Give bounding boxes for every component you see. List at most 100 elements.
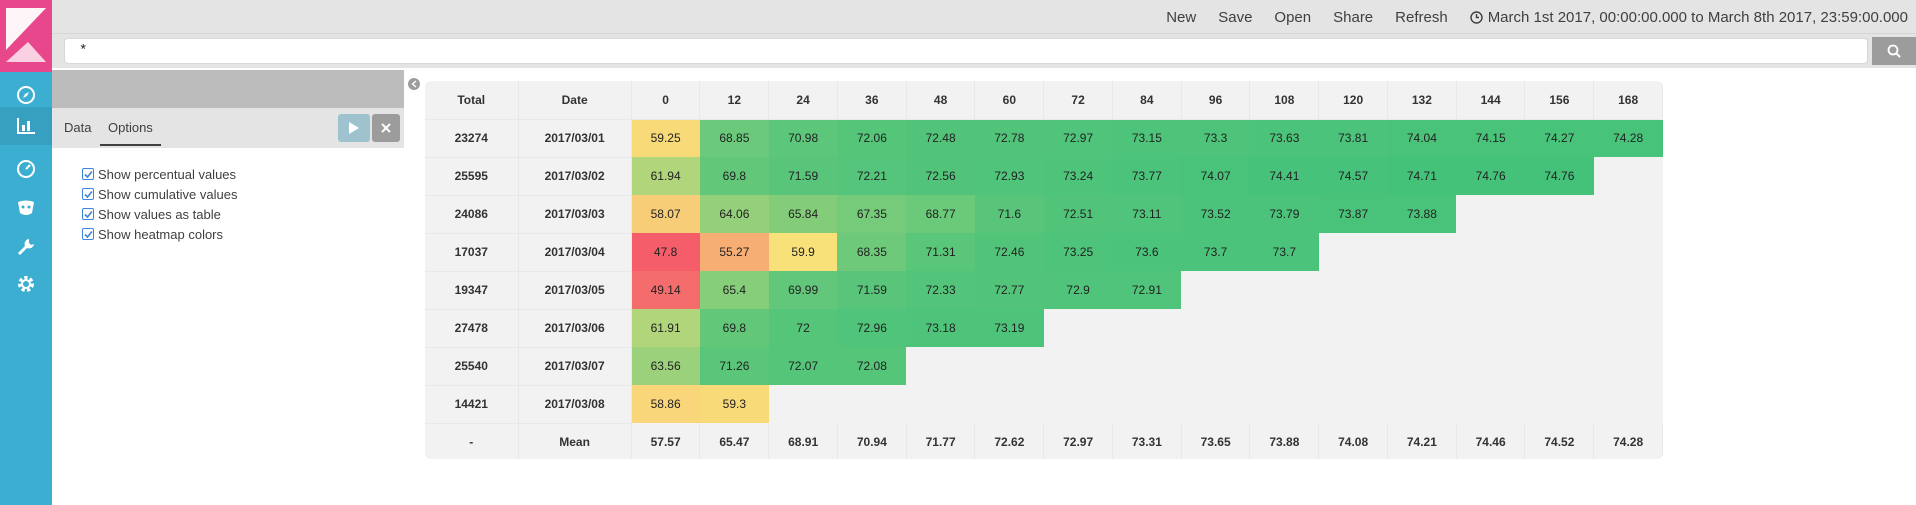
mean-cell: 74.21 bbox=[1387, 423, 1457, 459]
heatmap-cell: 74.28 bbox=[1593, 119, 1663, 157]
refresh-button[interactable]: Refresh bbox=[1395, 8, 1448, 26]
timelion-icon[interactable] bbox=[14, 196, 38, 220]
empty-cell bbox=[1525, 347, 1594, 385]
column-header[interactable]: 108 bbox=[1249, 81, 1320, 120]
heatmap-cell: 72.06 bbox=[837, 119, 907, 157]
checkbox-checked[interactable] bbox=[82, 168, 94, 180]
empty-cell bbox=[1319, 233, 1388, 271]
play-icon bbox=[349, 122, 359, 134]
heatmap-cell: 73.81 bbox=[1318, 119, 1388, 157]
empty-cell bbox=[1181, 347, 1250, 385]
row-total: 24086 bbox=[425, 195, 519, 234]
time-picker[interactable]: March 1st 2017, 00:00:00.000 to March 8t… bbox=[1469, 9, 1908, 26]
table-row: 14421 2017/03/08 58.86 59.3 bbox=[425, 385, 1663, 424]
column-header[interactable]: 144 bbox=[1456, 81, 1526, 120]
heatmap-cell: 73.3 bbox=[1181, 119, 1250, 157]
option-percentual[interactable]: Show percentual values bbox=[82, 164, 237, 184]
empty-cell bbox=[1594, 347, 1663, 385]
column-header[interactable]: 132 bbox=[1387, 81, 1457, 120]
search-input[interactable]: * bbox=[64, 38, 1868, 64]
row-date: 2017/03/01 bbox=[518, 119, 632, 158]
option-label: Show heatmap colors bbox=[98, 226, 224, 242]
save-button[interactable]: Save bbox=[1218, 8, 1253, 26]
heatmap-cell: 72 bbox=[768, 309, 838, 347]
heatmap-cell: 49.14 bbox=[631, 271, 700, 309]
option-cumulative[interactable]: Show cumulative values bbox=[82, 184, 237, 204]
heatmap-cell: 72.9 bbox=[1043, 271, 1113, 309]
column-header[interactable]: 48 bbox=[906, 81, 976, 120]
heatmap-cell: 68.77 bbox=[906, 195, 975, 233]
empty-cell bbox=[1319, 309, 1388, 347]
kibana-logo[interactable] bbox=[0, 0, 52, 72]
checkbox-checked[interactable] bbox=[82, 188, 94, 200]
mean-cell: 70.94 bbox=[837, 423, 907, 459]
heatmap-cell: 67.35 bbox=[837, 195, 907, 233]
discard-changes-button[interactable] bbox=[372, 114, 400, 142]
heatmap-cell: 64.06 bbox=[699, 195, 769, 233]
dev-tools-icon[interactable] bbox=[14, 235, 38, 259]
column-header[interactable]: 96 bbox=[1181, 81, 1251, 120]
mean-cell: 74.46 bbox=[1456, 423, 1526, 459]
column-header[interactable]: Date bbox=[518, 81, 632, 120]
heatmap-cell: 74.41 bbox=[1249, 157, 1319, 195]
column-header[interactable]: 120 bbox=[1318, 81, 1388, 120]
column-header[interactable]: 60 bbox=[974, 81, 1045, 120]
top-nav: New Save Open Share Refresh March 1st 20… bbox=[52, 0, 1916, 34]
chevron-left-icon bbox=[411, 80, 417, 88]
mean-cell: 74.08 bbox=[1318, 423, 1388, 459]
heatmap-cell: 74.15 bbox=[1456, 119, 1525, 157]
column-header[interactable]: 0 bbox=[631, 81, 701, 120]
empty-cell bbox=[1456, 385, 1525, 423]
column-header[interactable]: 156 bbox=[1524, 81, 1595, 120]
empty-cell bbox=[1044, 309, 1113, 347]
checkbox-checked[interactable] bbox=[82, 228, 94, 240]
heatmap-cell: 74.57 bbox=[1318, 157, 1388, 195]
column-header[interactable]: 24 bbox=[768, 81, 838, 120]
option-heatmap[interactable]: Show heatmap colors bbox=[82, 224, 237, 244]
dashboard-icon[interactable] bbox=[14, 157, 38, 181]
row-date: 2017/03/03 bbox=[518, 195, 632, 234]
visualize-icon[interactable] bbox=[0, 107, 52, 145]
table-header-row: Total Date 0 12 24 36 48 60 72 84 96 108 120 132 144 15… bbox=[425, 81, 1663, 120]
heatmap-cell: 73.24 bbox=[1043, 157, 1113, 195]
heatmap-cell: 68.35 bbox=[837, 233, 907, 271]
checkbox-checked[interactable] bbox=[82, 208, 94, 220]
new-button[interactable]: New bbox=[1166, 8, 1197, 26]
empty-cell bbox=[1181, 309, 1250, 347]
empty-cell bbox=[1250, 271, 1319, 309]
search-button[interactable] bbox=[1872, 37, 1916, 65]
column-header[interactable]: 168 bbox=[1593, 81, 1663, 120]
mean-cell: 72.97 bbox=[1043, 423, 1113, 459]
column-header[interactable]: 36 bbox=[837, 81, 907, 120]
mean-cell: Mean bbox=[518, 423, 632, 459]
search-icon bbox=[1887, 44, 1901, 58]
row-total: 25595 bbox=[425, 157, 519, 196]
empty-cell bbox=[1525, 385, 1594, 423]
heatmap-cell: 71.59 bbox=[837, 271, 907, 309]
heatmap-cell: 73.87 bbox=[1318, 195, 1388, 233]
heatmap-cell: 72.46 bbox=[974, 233, 1044, 271]
management-gear-icon[interactable] bbox=[14, 272, 38, 296]
column-header[interactable]: Total bbox=[425, 81, 519, 120]
heatmap-cell: 73.6 bbox=[1112, 233, 1182, 271]
row-total: 27478 bbox=[425, 309, 519, 348]
apply-changes-button[interactable] bbox=[338, 114, 370, 142]
sidebar bbox=[0, 0, 52, 505]
column-header[interactable]: 12 bbox=[699, 81, 770, 120]
mean-cell: 74.28 bbox=[1593, 423, 1663, 459]
option-label: Show values as table bbox=[98, 206, 221, 222]
option-table[interactable]: Show values as table bbox=[82, 204, 237, 224]
empty-cell bbox=[1525, 271, 1594, 309]
empty-cell bbox=[975, 347, 1044, 385]
share-button[interactable]: Share bbox=[1333, 8, 1374, 26]
open-button[interactable]: Open bbox=[1274, 8, 1312, 26]
discover-icon[interactable] bbox=[14, 83, 38, 107]
tab-data[interactable]: Data bbox=[64, 120, 92, 135]
tab-options[interactable]: Options bbox=[100, 108, 161, 146]
heatmap-cell: 55.27 bbox=[699, 233, 769, 271]
column-header[interactable]: 84 bbox=[1112, 81, 1182, 120]
collapse-sidebar-button[interactable] bbox=[408, 78, 420, 90]
empty-cell bbox=[1181, 271, 1250, 309]
row-date: 2017/03/02 bbox=[518, 157, 632, 196]
column-header[interactable]: 72 bbox=[1043, 81, 1113, 120]
